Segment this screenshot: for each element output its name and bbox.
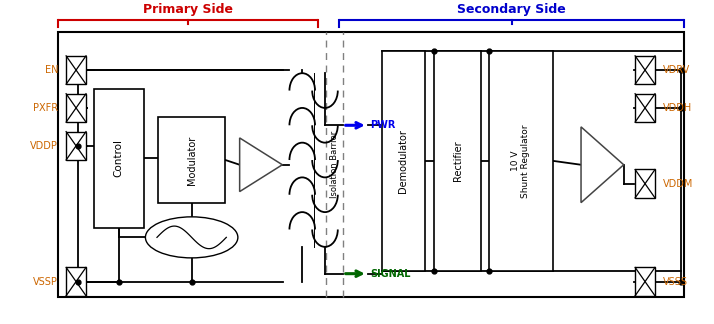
- Bar: [158, 117, 226, 202]
- Bar: [66, 94, 86, 122]
- Text: Control: Control: [114, 139, 124, 178]
- Text: VDRV: VDRV: [663, 65, 690, 75]
- Text: VSSP: VSSP: [34, 277, 59, 286]
- Text: Modulator: Modulator: [186, 135, 196, 185]
- Bar: [66, 132, 86, 160]
- Text: Secondary Side: Secondary Side: [457, 3, 566, 17]
- Polygon shape: [240, 138, 282, 191]
- Bar: [488, 51, 553, 271]
- Text: VDDM: VDDM: [663, 179, 693, 189]
- Polygon shape: [581, 127, 624, 202]
- Text: Demodulator: Demodulator: [398, 129, 408, 193]
- Text: 10 V
Shunt Regulator: 10 V Shunt Regulator: [511, 124, 531, 198]
- Text: VSSS: VSSS: [663, 277, 688, 286]
- Text: PWR: PWR: [370, 120, 395, 130]
- Text: Isolation Barrier: Isolation Barrier: [330, 131, 338, 198]
- Bar: [66, 267, 86, 296]
- Bar: [635, 267, 655, 296]
- Circle shape: [146, 217, 238, 258]
- Text: Primary Side: Primary Side: [143, 3, 233, 17]
- Bar: [382, 51, 425, 271]
- Text: EN: EN: [45, 65, 59, 75]
- Bar: [66, 56, 86, 84]
- Text: Rectifier: Rectifier: [453, 141, 463, 181]
- Bar: [635, 94, 655, 122]
- Bar: [635, 169, 655, 198]
- Bar: [434, 51, 481, 271]
- Bar: [635, 56, 655, 84]
- Bar: [59, 32, 684, 297]
- Text: VDDH: VDDH: [663, 103, 692, 113]
- Bar: [94, 89, 144, 228]
- Text: PXFR: PXFR: [33, 103, 59, 113]
- Text: SIGNAL: SIGNAL: [370, 269, 411, 279]
- Text: VDDP: VDDP: [31, 141, 59, 151]
